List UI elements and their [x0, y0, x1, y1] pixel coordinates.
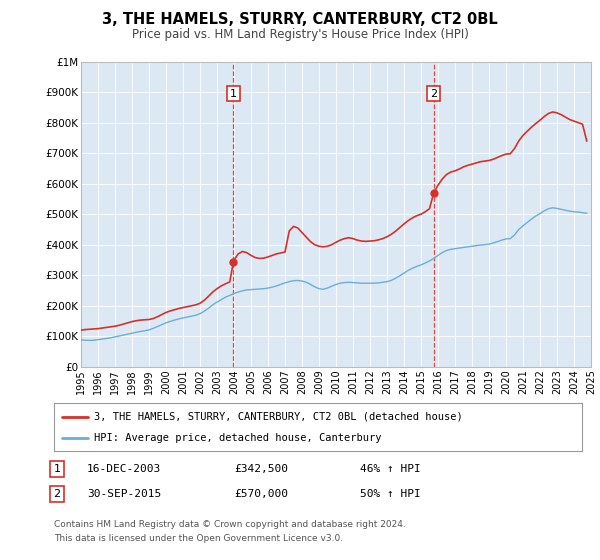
Text: This data is licensed under the Open Government Licence v3.0.: This data is licensed under the Open Gov… — [54, 534, 343, 543]
Text: 30-SEP-2015: 30-SEP-2015 — [87, 489, 161, 499]
Text: 50% ↑ HPI: 50% ↑ HPI — [360, 489, 421, 499]
Text: 16-DEC-2003: 16-DEC-2003 — [87, 464, 161, 474]
Text: 1: 1 — [53, 464, 61, 474]
Text: 2: 2 — [430, 88, 437, 99]
Text: Price paid vs. HM Land Registry's House Price Index (HPI): Price paid vs. HM Land Registry's House … — [131, 28, 469, 41]
Text: 3, THE HAMELS, STURRY, CANTERBURY, CT2 0BL: 3, THE HAMELS, STURRY, CANTERBURY, CT2 0… — [102, 12, 498, 27]
Text: 3, THE HAMELS, STURRY, CANTERBURY, CT2 0BL (detached house): 3, THE HAMELS, STURRY, CANTERBURY, CT2 0… — [94, 412, 463, 422]
Text: 1: 1 — [230, 88, 237, 99]
Text: £342,500: £342,500 — [234, 464, 288, 474]
Text: 46% ↑ HPI: 46% ↑ HPI — [360, 464, 421, 474]
Text: Contains HM Land Registry data © Crown copyright and database right 2024.: Contains HM Land Registry data © Crown c… — [54, 520, 406, 529]
Text: HPI: Average price, detached house, Canterbury: HPI: Average price, detached house, Cant… — [94, 433, 381, 443]
Text: £570,000: £570,000 — [234, 489, 288, 499]
Text: 2: 2 — [53, 489, 61, 499]
